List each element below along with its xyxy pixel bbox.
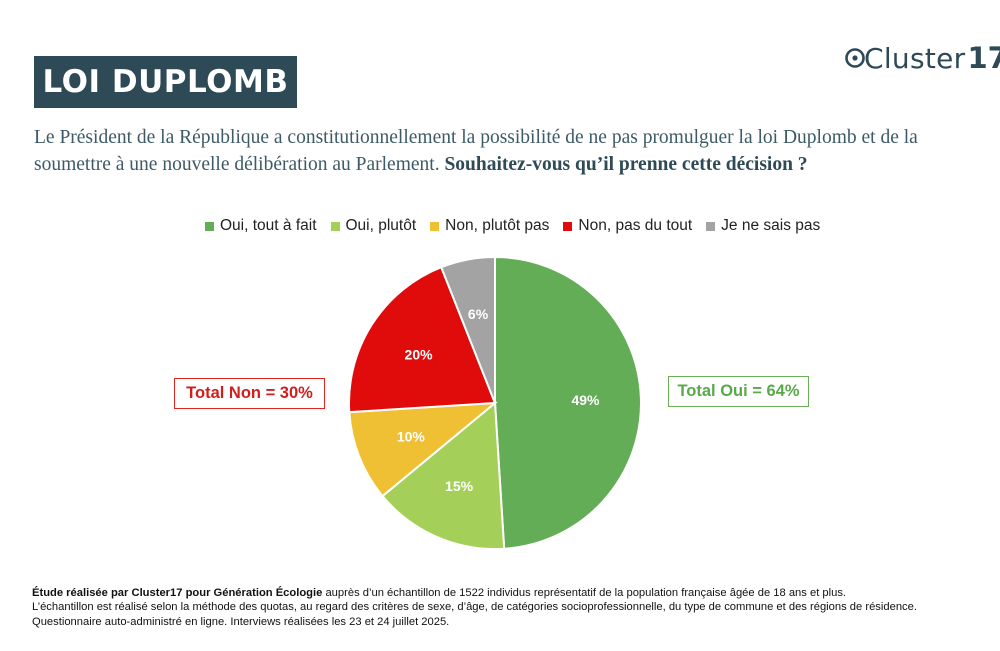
page-title: LOI DUPLOMB — [34, 56, 297, 108]
pie-slice — [381, 400, 506, 550]
pie-slice — [439, 255, 496, 404]
legend-label: Non, plutôt pas — [445, 217, 550, 234]
slice-data-label: 6% — [468, 306, 489, 322]
pie-slice — [348, 265, 497, 414]
legend-label: Oui, plutôt — [345, 217, 417, 234]
footnote: Étude réalisée par Cluster17 pour Généra… — [32, 586, 982, 629]
slice-data-label: 49% — [571, 392, 600, 408]
brand-word: Cluster — [864, 41, 966, 75]
legend-swatch — [330, 221, 340, 231]
legend-item: Non, plutôt pas — [430, 217, 549, 235]
question-ask: Souhaitez-vous qu’il prenne cette décisi… — [444, 154, 808, 175]
footnote-line-3: Questionnaire auto-administré en ligne. … — [32, 615, 450, 628]
footnote-sponsor: Étude réalisée par Cluster17 pour Généra… — [32, 587, 323, 599]
legend-label: Je ne sais pas — [721, 217, 821, 234]
legend-item: Non, pas du tout — [563, 217, 692, 235]
pie-slice — [494, 255, 643, 550]
cluster-logo-icon — [845, 48, 865, 68]
pie-chart: 49% 15% 10% 20% 6% — [348, 255, 643, 550]
slice-data-label: 15% — [445, 478, 474, 494]
survey-question: Le Président de la République a constitu… — [34, 124, 979, 178]
legend-item: Oui, plutôt — [330, 217, 417, 235]
slice-data-label: 10% — [397, 428, 426, 444]
footnote-line-1: Étude réalisée par Cluster17 pour Généra… — [32, 586, 982, 600]
footnote-sample: auprès d’un échantillon de 1522 individu… — [322, 587, 847, 599]
brand-logo: Cluster 17 — [845, 38, 1000, 78]
slice-data-label: 20% — [405, 346, 434, 362]
total-non-annotation: Total Non = 30% — [174, 378, 325, 409]
pie-slice — [348, 401, 499, 498]
legend-item: Oui, tout à fait — [205, 217, 317, 235]
legend-swatch — [706, 221, 716, 231]
legend-swatch — [563, 221, 573, 231]
question-intro: Le Président de la République a constitu… — [34, 127, 918, 175]
chart-legend: Oui, tout à fait Oui, plutôt Non, plutôt p… — [205, 216, 820, 236]
footnote-line-2: L’échantillon est réalisé selon la métho… — [32, 601, 917, 614]
legend-label: Oui, tout à fait — [220, 217, 317, 234]
legend-item: Je ne sais pas — [706, 217, 820, 235]
legend-label: Non, pas du tout — [578, 217, 693, 234]
total-oui-annotation: Total Oui = 64% — [668, 376, 809, 407]
brand-number: 17 — [967, 41, 1000, 75]
legend-swatch — [205, 221, 214, 231]
legend-swatch — [430, 221, 440, 231]
